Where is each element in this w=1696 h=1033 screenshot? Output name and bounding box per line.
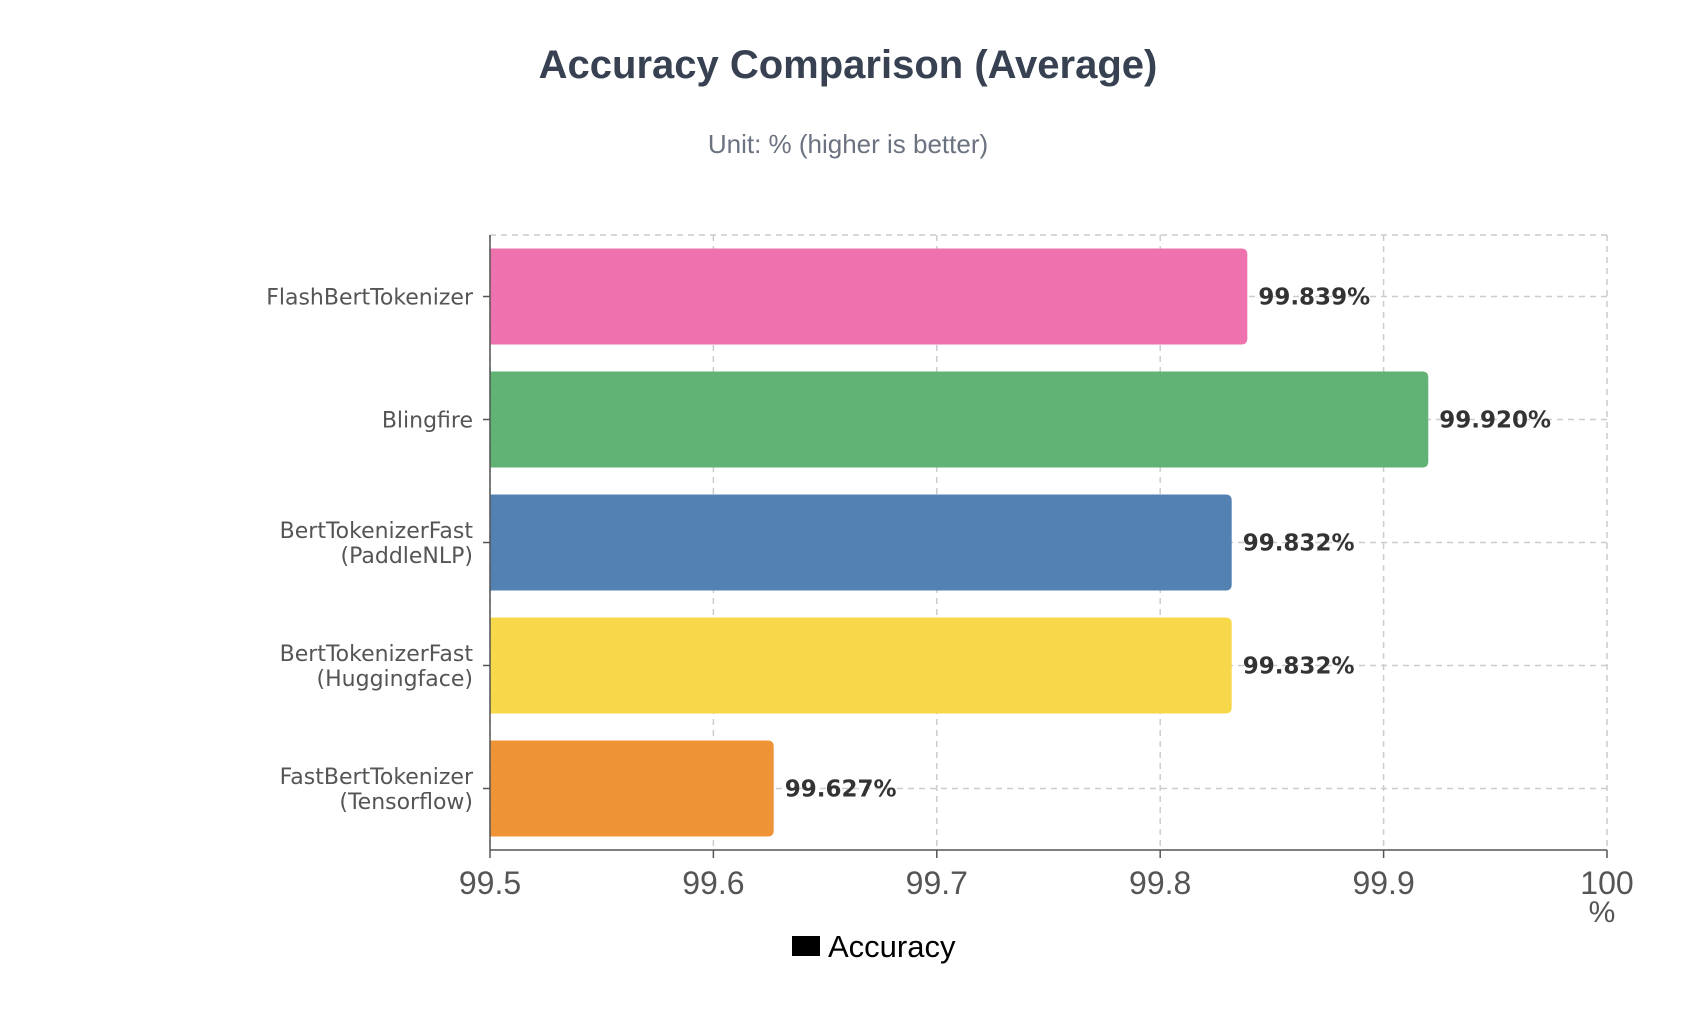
x-tick-label: 99.9 [1352,865,1414,901]
bar-0[interactable] [490,248,1248,345]
legend-label[interactable]: Accuracy [828,929,956,964]
bar-value-label: 99.839% [1258,285,1370,311]
bar-2[interactable] [490,494,1232,591]
bar-value-label: 99.832% [1243,531,1355,557]
x-tick-label: 99.8 [1129,865,1191,901]
y-tick-label: BertTokenizerFast [280,519,474,544]
x-tick-label: 99.6 [682,865,744,901]
x-axis-unit-label: % [1589,896,1616,929]
y-tick-label: (Tensorflow) [339,790,473,815]
y-tick-label: Blingfire [382,409,473,434]
y-tick-label: (PaddleNLP) [341,544,473,569]
y-tick-label: FastBertTokenizer [280,765,474,790]
chart-subtitle: Unit: % (higher is better) [708,129,988,159]
bar-value-label: 99.920% [1439,408,1551,434]
x-tick-label: 100 [1580,865,1633,901]
bar-3[interactable] [490,617,1232,714]
y-tick-label: BertTokenizerFast [280,642,474,667]
bar-value-label: 99.627% [785,777,897,803]
legend[interactable]: Accuracy [792,929,956,964]
y-tick-label: FlashBertTokenizer [266,286,474,311]
bar-1[interactable] [490,371,1429,468]
y-tick-label: (Huggingface) [317,667,473,692]
chart-title: Accuracy Comparison (Average) [539,43,1158,87]
x-tick-label: 99.5 [459,865,521,901]
axis-layer: FlashBertTokenizer Blingfire BertTokenizer… [266,235,1634,929]
bar-value-label: 99.832% [1243,654,1355,680]
label-layer: 99.839% 99.920% 99.832% 99.832% 99.627% [785,285,1551,803]
bar-4[interactable] [490,740,774,837]
legend-swatch[interactable] [792,936,820,956]
bar-layer [490,248,1429,837]
x-tick-label: 99.7 [906,865,968,901]
